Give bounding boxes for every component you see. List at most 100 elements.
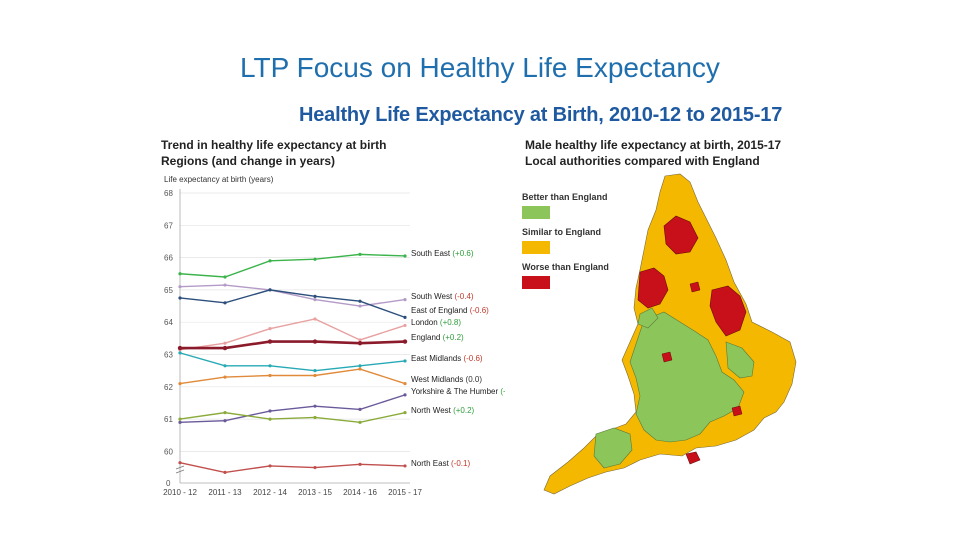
map-worse-region-northeast xyxy=(663,215,699,255)
data-point xyxy=(403,254,407,258)
series-name: North West xyxy=(411,406,453,415)
legend-swatch-better xyxy=(522,206,550,219)
map-heading: Male healthy life expectancy at birth, 2… xyxy=(525,137,781,169)
series-label: East Midlands (-0.6) xyxy=(411,354,483,363)
series-change: (+0.8) xyxy=(440,318,461,327)
data-point xyxy=(403,393,407,397)
data-point xyxy=(178,296,182,300)
series-name: England xyxy=(411,333,443,342)
x-tick-label: 2014 - 16 xyxy=(343,488,377,497)
data-point xyxy=(178,272,182,276)
series-line xyxy=(179,352,406,372)
map-worse-region-small-3 xyxy=(731,405,743,417)
data-point xyxy=(223,275,227,279)
england-map xyxy=(543,173,797,495)
data-point xyxy=(403,359,407,363)
map-better-region-southwest xyxy=(593,427,633,469)
series-name: West Midlands xyxy=(411,375,466,384)
y-tick-label: 0 xyxy=(166,479,171,488)
data-point xyxy=(358,462,362,466)
map-worse-region-small-1 xyxy=(661,351,673,363)
series-label: North West (+0.2) xyxy=(411,406,475,415)
series-change: (-0.1) xyxy=(451,459,470,468)
series-line xyxy=(180,340,406,350)
map-legend: Better than England Similar to England W… xyxy=(522,192,609,297)
axis-break-mark xyxy=(175,469,185,474)
data-point xyxy=(358,338,362,342)
chart-heading-line-2: Regions (and change in years) xyxy=(161,154,336,168)
series-change: (-0.6) xyxy=(470,306,489,315)
legend-item-similar: Similar to England xyxy=(522,227,609,262)
map-worse-region-humber xyxy=(709,285,747,337)
data-point xyxy=(268,464,272,468)
series-change: (+0.2) xyxy=(443,333,464,342)
data-point xyxy=(223,375,227,379)
data-point xyxy=(358,364,362,368)
data-point xyxy=(403,411,407,415)
y-tick-label: 67 xyxy=(164,221,173,230)
data-point xyxy=(267,339,273,344)
data-point xyxy=(403,315,407,319)
data-point xyxy=(358,367,362,371)
series-label: North East (-0.1) xyxy=(411,459,470,468)
data-point xyxy=(223,419,227,423)
data-point xyxy=(268,364,272,368)
x-tick-label: 2012 - 14 xyxy=(253,488,287,497)
series-line xyxy=(179,318,406,351)
legend-item-worse: Worse than England xyxy=(522,262,609,297)
data-point xyxy=(358,252,362,256)
trend-line-chart: Life expectancy at birth (years) 68 67 66 65… xyxy=(163,175,505,497)
data-point xyxy=(358,407,362,412)
legend-swatch-worse xyxy=(522,276,550,289)
data-point xyxy=(403,381,407,386)
data-point xyxy=(313,465,317,470)
data-point xyxy=(313,369,317,373)
series-name: Yorkshire & The Humber xyxy=(411,387,500,396)
y-tick-label: 62 xyxy=(164,383,173,392)
series-line xyxy=(179,462,406,474)
data-point xyxy=(178,285,182,289)
series-line xyxy=(179,411,406,424)
data-point xyxy=(178,461,182,465)
chart-subtitle: Healthy Life Expectancy at Birth, 2010-1… xyxy=(299,104,783,126)
y-tick-label: 65 xyxy=(164,286,173,295)
data-point xyxy=(313,294,317,298)
data-point xyxy=(223,411,227,415)
data-point xyxy=(178,420,182,424)
data-point xyxy=(402,339,408,344)
x-tick-label: 2010 - 12 xyxy=(163,488,197,497)
data-point xyxy=(312,339,318,344)
x-tick-label: 2011 - 13 xyxy=(208,488,242,497)
map-better-region-northwest xyxy=(637,307,659,329)
data-point xyxy=(313,317,317,321)
data-point xyxy=(313,373,317,378)
series-name: London xyxy=(411,318,440,327)
data-point xyxy=(222,345,228,351)
series-line xyxy=(179,284,406,307)
series-change: (+0.8) xyxy=(500,387,505,396)
series-change: (0.0) xyxy=(466,375,483,384)
series-line xyxy=(179,289,406,319)
series-label: South East (+0.6) xyxy=(411,249,474,258)
map-worse-region-lancashire xyxy=(637,267,669,309)
data-point xyxy=(178,351,182,355)
series-label: London (+0.8) xyxy=(411,318,461,327)
data-point xyxy=(313,297,317,302)
data-point xyxy=(268,417,272,421)
series-label: West Midlands (0.0) xyxy=(411,375,482,384)
map-worse-region-coast xyxy=(685,451,701,465)
map-heading-line-2: Local authorities compared with England xyxy=(525,154,760,168)
y-tick-label: 68 xyxy=(164,189,173,198)
data-point xyxy=(403,464,407,468)
series-label: East of England (-0.6) xyxy=(411,306,489,315)
series-label: England (+0.2) xyxy=(411,333,464,342)
data-point xyxy=(403,297,407,302)
data-point xyxy=(313,415,317,420)
series-name: East of England xyxy=(411,306,470,315)
legend-label-similar: Similar to England xyxy=(522,227,602,237)
y-tick-label: 61 xyxy=(164,415,173,424)
chart-heading-line-1: Trend in healthy life expectancy at birt… xyxy=(161,138,387,152)
series-change: (+0.6) xyxy=(452,249,473,258)
data-point xyxy=(268,259,272,263)
data-point xyxy=(177,345,183,351)
